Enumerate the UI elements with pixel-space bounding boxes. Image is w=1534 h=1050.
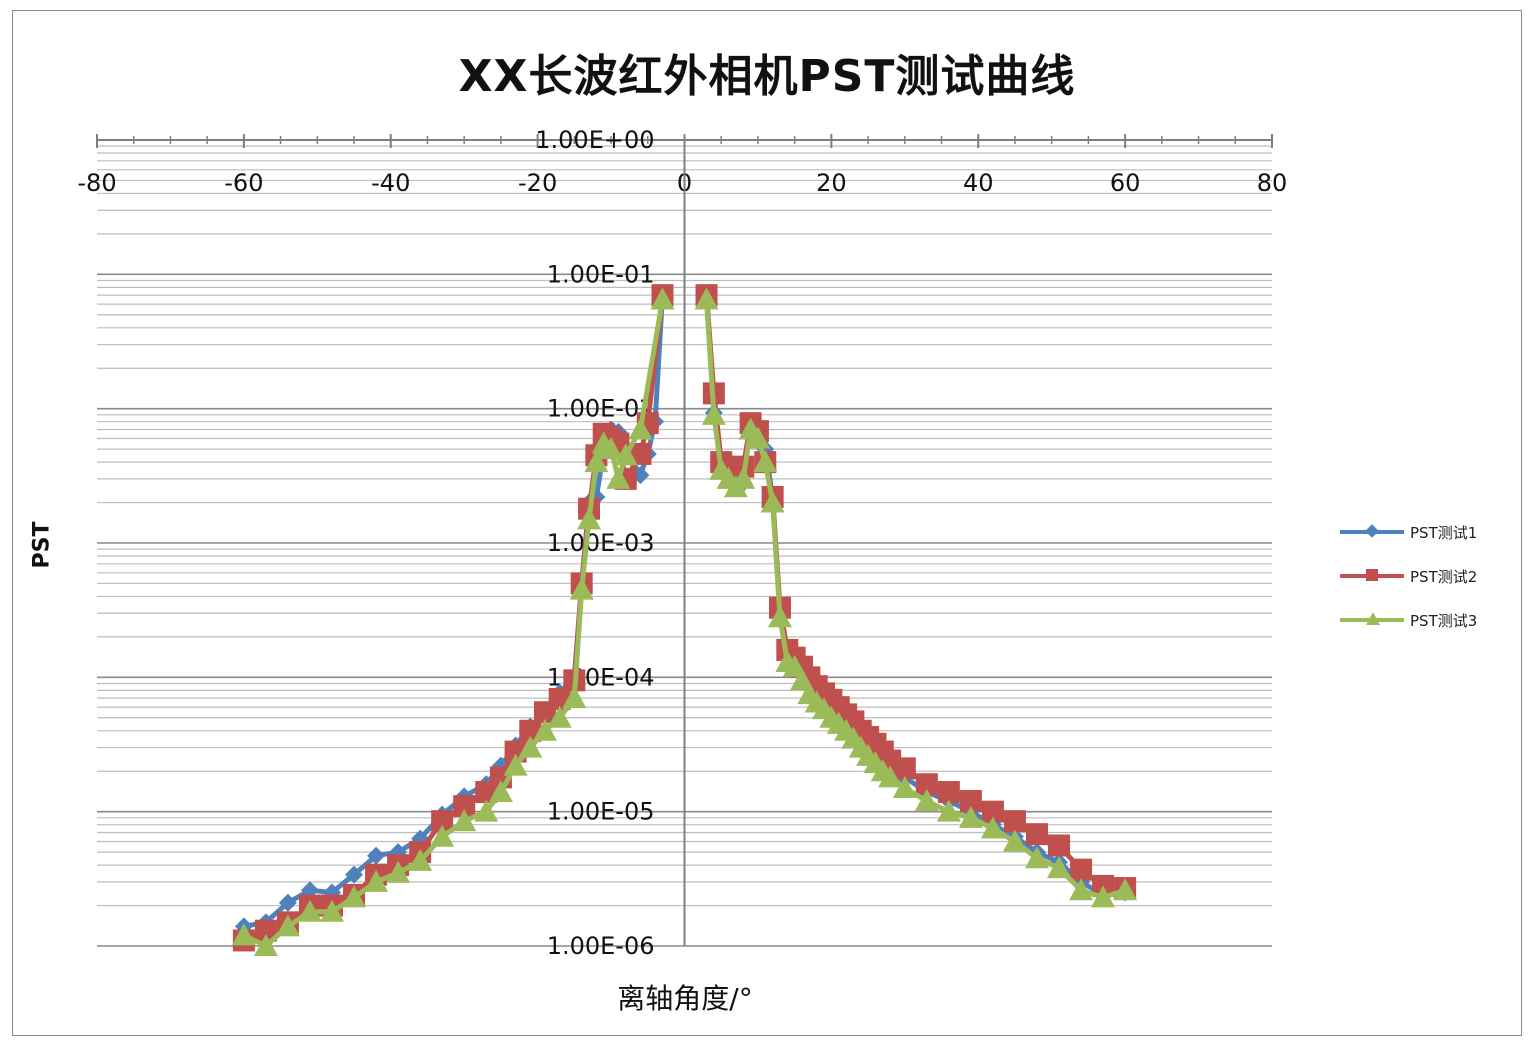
series-2-point bbox=[453, 795, 476, 818]
series-3-point bbox=[547, 705, 572, 728]
series-3-point bbox=[980, 816, 1005, 839]
legend-item-series-2: PST测试2 bbox=[1340, 554, 1477, 598]
series-3-point bbox=[297, 899, 322, 922]
series-2-point bbox=[1048, 834, 1071, 857]
series-3-point bbox=[628, 417, 653, 440]
series-2-point bbox=[959, 790, 982, 813]
legend-label-series-2: PST测试2 bbox=[1410, 567, 1478, 586]
series-3-point bbox=[1113, 878, 1138, 901]
series-3-point bbox=[760, 490, 785, 513]
series-3-point bbox=[745, 426, 770, 449]
y-tick-label: 1.00E-06 bbox=[547, 932, 655, 960]
series-3-point bbox=[253, 934, 278, 956]
series-3-point bbox=[701, 402, 726, 425]
series-2-line bbox=[704, 294, 1126, 891]
series-3-point bbox=[386, 860, 411, 883]
x-tick-label: -60 bbox=[224, 169, 263, 197]
legend: PST测试1 PST测试2 PST测试3 bbox=[1340, 510, 1477, 642]
series-3-point bbox=[275, 914, 300, 937]
series-3-point bbox=[650, 287, 675, 310]
series-2-point bbox=[937, 781, 960, 804]
x-axis-label: 离轴角度/° bbox=[617, 982, 753, 1015]
legend-swatch-series-2 bbox=[1340, 568, 1404, 584]
series-3-point bbox=[584, 450, 609, 473]
series-3-point bbox=[532, 718, 557, 741]
series-3-point bbox=[452, 809, 477, 832]
series-3-point bbox=[474, 799, 499, 822]
y-tick-label: 1.00E-01 bbox=[547, 260, 655, 288]
y-tick-label: 1.00E-02 bbox=[547, 395, 655, 423]
series-1-line bbox=[704, 294, 1126, 898]
x-tick-label: -80 bbox=[77, 169, 116, 197]
series-2-point bbox=[1070, 858, 1093, 881]
x-tick-label: -40 bbox=[371, 169, 410, 197]
series-2-line bbox=[242, 294, 665, 943]
series-3-point bbox=[488, 780, 513, 803]
series-3-point bbox=[767, 605, 792, 628]
series-1-point bbox=[278, 893, 297, 912]
series-3-point bbox=[364, 869, 389, 892]
series-3-point bbox=[1002, 829, 1027, 852]
legend-swatch-series-1 bbox=[1340, 524, 1404, 540]
x-tick-label: 60 bbox=[1110, 169, 1141, 197]
series-2-point bbox=[1026, 823, 1048, 846]
chart-title: XX长波红外相机PST测试曲线 bbox=[458, 51, 1076, 102]
series-2-point bbox=[254, 919, 277, 942]
series-3-point bbox=[577, 507, 602, 530]
series-3-point bbox=[599, 437, 624, 460]
x-tick-label: 40 bbox=[963, 169, 994, 197]
y-tick-label: 1.00E+00 bbox=[535, 126, 654, 154]
series-3-point bbox=[562, 686, 587, 709]
series-2-point bbox=[629, 442, 652, 465]
legend-swatch-series-3 bbox=[1340, 612, 1404, 628]
series-2-point bbox=[893, 757, 916, 780]
series-3-point bbox=[892, 776, 917, 799]
series-3-point bbox=[518, 735, 543, 758]
series-3-point bbox=[320, 899, 344, 922]
series-3-point bbox=[430, 824, 455, 847]
series-3-point bbox=[342, 885, 367, 908]
series-3-point bbox=[569, 577, 594, 600]
x-tick-label: 80 bbox=[1257, 169, 1288, 197]
series-3-point bbox=[613, 443, 638, 466]
series-1-point bbox=[345, 865, 364, 884]
series-3-point bbox=[958, 805, 983, 828]
y-tick-label: 1.00E-05 bbox=[547, 798, 655, 826]
series-3-point bbox=[1047, 856, 1072, 879]
series-3-point bbox=[731, 466, 756, 489]
series-3-point bbox=[503, 753, 528, 776]
series-2-point bbox=[915, 773, 938, 796]
series-1-point bbox=[367, 846, 386, 865]
x-tick-label: 20 bbox=[816, 169, 847, 197]
series-3-point bbox=[1025, 846, 1049, 869]
legend-label-series-1: PST测试1 bbox=[1410, 523, 1478, 542]
series-3-point bbox=[694, 287, 719, 310]
legend-item-series-3: PST测试3 bbox=[1340, 598, 1477, 642]
series-3-point bbox=[753, 450, 778, 473]
series-2-point bbox=[431, 810, 454, 833]
series-3-point bbox=[914, 789, 939, 812]
series-3-point bbox=[878, 765, 903, 788]
series-3-point bbox=[936, 799, 961, 822]
legend-label-series-3: PST测试3 bbox=[1410, 611, 1478, 630]
series-3-point bbox=[231, 923, 256, 946]
series-3-point bbox=[1069, 878, 1094, 901]
series-3-point bbox=[1091, 885, 1116, 908]
series-3-point bbox=[606, 466, 631, 489]
series-2-point bbox=[981, 800, 1004, 823]
series-2-point bbox=[1003, 810, 1026, 833]
x-tick-label: -20 bbox=[518, 169, 557, 197]
y-tick-label: 1.00E-03 bbox=[547, 529, 655, 557]
legend-item-series-1: PST测试1 bbox=[1340, 510, 1477, 554]
series-3-point bbox=[408, 848, 433, 871]
